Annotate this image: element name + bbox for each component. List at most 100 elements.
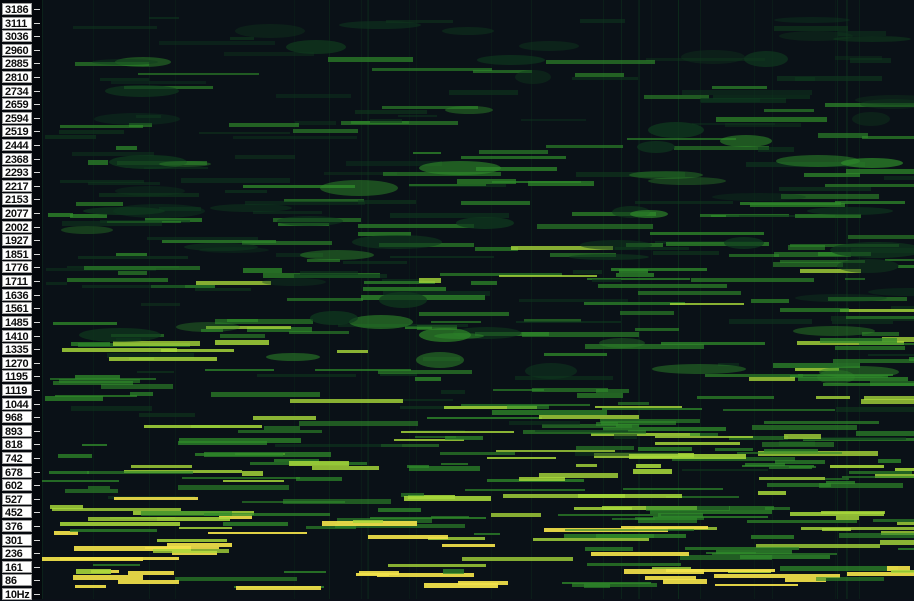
onset-line (651, 0, 652, 599)
harmonic-band (781, 194, 879, 199)
harmonic-band (835, 346, 905, 350)
harmonic-band (45, 135, 96, 139)
harmonic-band (242, 501, 345, 503)
harmonic-band (826, 481, 855, 484)
formant-blob (349, 315, 413, 329)
harmonic-band (257, 374, 356, 377)
harmonic-band (465, 489, 585, 491)
harmonic-band (55, 395, 137, 397)
frequency-tick-label: 1410 (2, 330, 32, 343)
harmonic-band (493, 389, 544, 391)
harmonic-band (558, 514, 661, 516)
harmonic-band (74, 546, 191, 551)
harmonic-band (383, 291, 490, 296)
harmonic-band (179, 527, 232, 529)
harmonic-band (774, 252, 851, 257)
formant-blob (445, 106, 493, 114)
harmonic-band (897, 522, 914, 525)
formant-blob (352, 235, 442, 249)
frequency-tick-label: 2077 (2, 207, 32, 220)
harmonic-band (380, 373, 417, 376)
harmonic-band (635, 328, 679, 331)
frequency-tick-mark (34, 390, 40, 391)
harmonic-band (825, 184, 914, 187)
spectrogram-plot[interactable] (42, 0, 914, 599)
formant-blob (724, 237, 764, 249)
harmonic-band (856, 431, 914, 436)
harmonic-band (137, 371, 174, 373)
harmonic-band (729, 436, 788, 440)
frequency-tick-label: 1195 (2, 370, 32, 383)
harmonic-band (223, 480, 284, 482)
harmonic-band (838, 31, 886, 36)
formant-blob (795, 294, 887, 302)
onset-line (621, 0, 622, 599)
harmonic-band (565, 529, 694, 531)
harmonic-band (407, 465, 429, 468)
harmonic-band (539, 473, 618, 478)
formant-blob (83, 207, 165, 215)
frequency-tick-label: 1044 (2, 398, 32, 411)
formant-blob (855, 95, 914, 105)
harmonic-band (756, 544, 880, 548)
onset-line (42, 0, 43, 599)
harmonic-band (441, 463, 468, 465)
harmonic-band (182, 477, 300, 479)
harmonic-band (636, 464, 661, 468)
harmonic-band (290, 399, 403, 403)
harmonic-band (747, 520, 857, 523)
formant-blob (525, 363, 577, 379)
frequency-tick-label: 86 (2, 574, 32, 587)
harmonic-band (680, 555, 772, 560)
harmonic-band (353, 520, 383, 523)
harmonic-band (78, 256, 188, 259)
harmonic-band (178, 441, 267, 445)
harmonic-band (740, 555, 830, 559)
harmonic-band (87, 471, 193, 474)
harmonic-band (60, 125, 143, 128)
formant-blob (819, 366, 899, 378)
frequency-tick-label: 2444 (2, 139, 32, 152)
harmonic-band (666, 496, 739, 498)
formant-blob (519, 41, 579, 51)
harmonic-band (840, 309, 914, 312)
harmonic-band (211, 392, 320, 397)
frequency-tick-mark (34, 349, 40, 350)
harmonic-band (864, 396, 914, 400)
frequency-tick-label: 10Hz (2, 588, 33, 601)
frequency-tick-list: 3186 3111 3036 2960 2885 2810 2734 2659 2594 2519… (0, 0, 42, 601)
harmonic-band (850, 58, 891, 63)
harmonic-band (544, 353, 607, 356)
harmonic-band (596, 389, 629, 393)
harmonic-band (372, 68, 492, 71)
harmonic-band (153, 549, 229, 553)
harmonic-band (475, 247, 518, 251)
harmonic-band (764, 421, 879, 424)
harmonic-band (729, 254, 779, 257)
harmonic-band (503, 494, 625, 498)
harmonic-band (289, 461, 349, 466)
harmonic-band (685, 547, 799, 550)
harmonic-band (878, 459, 901, 463)
frequency-tick-label: 161 (2, 561, 32, 574)
harmonic-band (293, 129, 358, 133)
harmonic-band (59, 379, 140, 383)
formant-blob (416, 352, 464, 368)
harmonic-band (646, 58, 765, 61)
frequency-tick-mark (34, 458, 40, 459)
harmonic-band (306, 526, 356, 529)
harmonic-band (575, 452, 678, 456)
harmonic-band (60, 180, 144, 183)
formant-blob (419, 161, 501, 175)
harmonic-band (775, 460, 825, 464)
frequency-tick-label: 1927 (2, 234, 32, 247)
frequency-tick-mark (34, 131, 40, 132)
harmonic-band (474, 533, 500, 535)
harmonic-band (398, 115, 437, 117)
formant-blob (92, 59, 158, 65)
harmonic-band (800, 269, 861, 273)
harmonic-band (767, 483, 831, 487)
harmonic-band (522, 332, 639, 337)
harmonic-band (109, 357, 217, 361)
harmonic-band (573, 270, 602, 274)
